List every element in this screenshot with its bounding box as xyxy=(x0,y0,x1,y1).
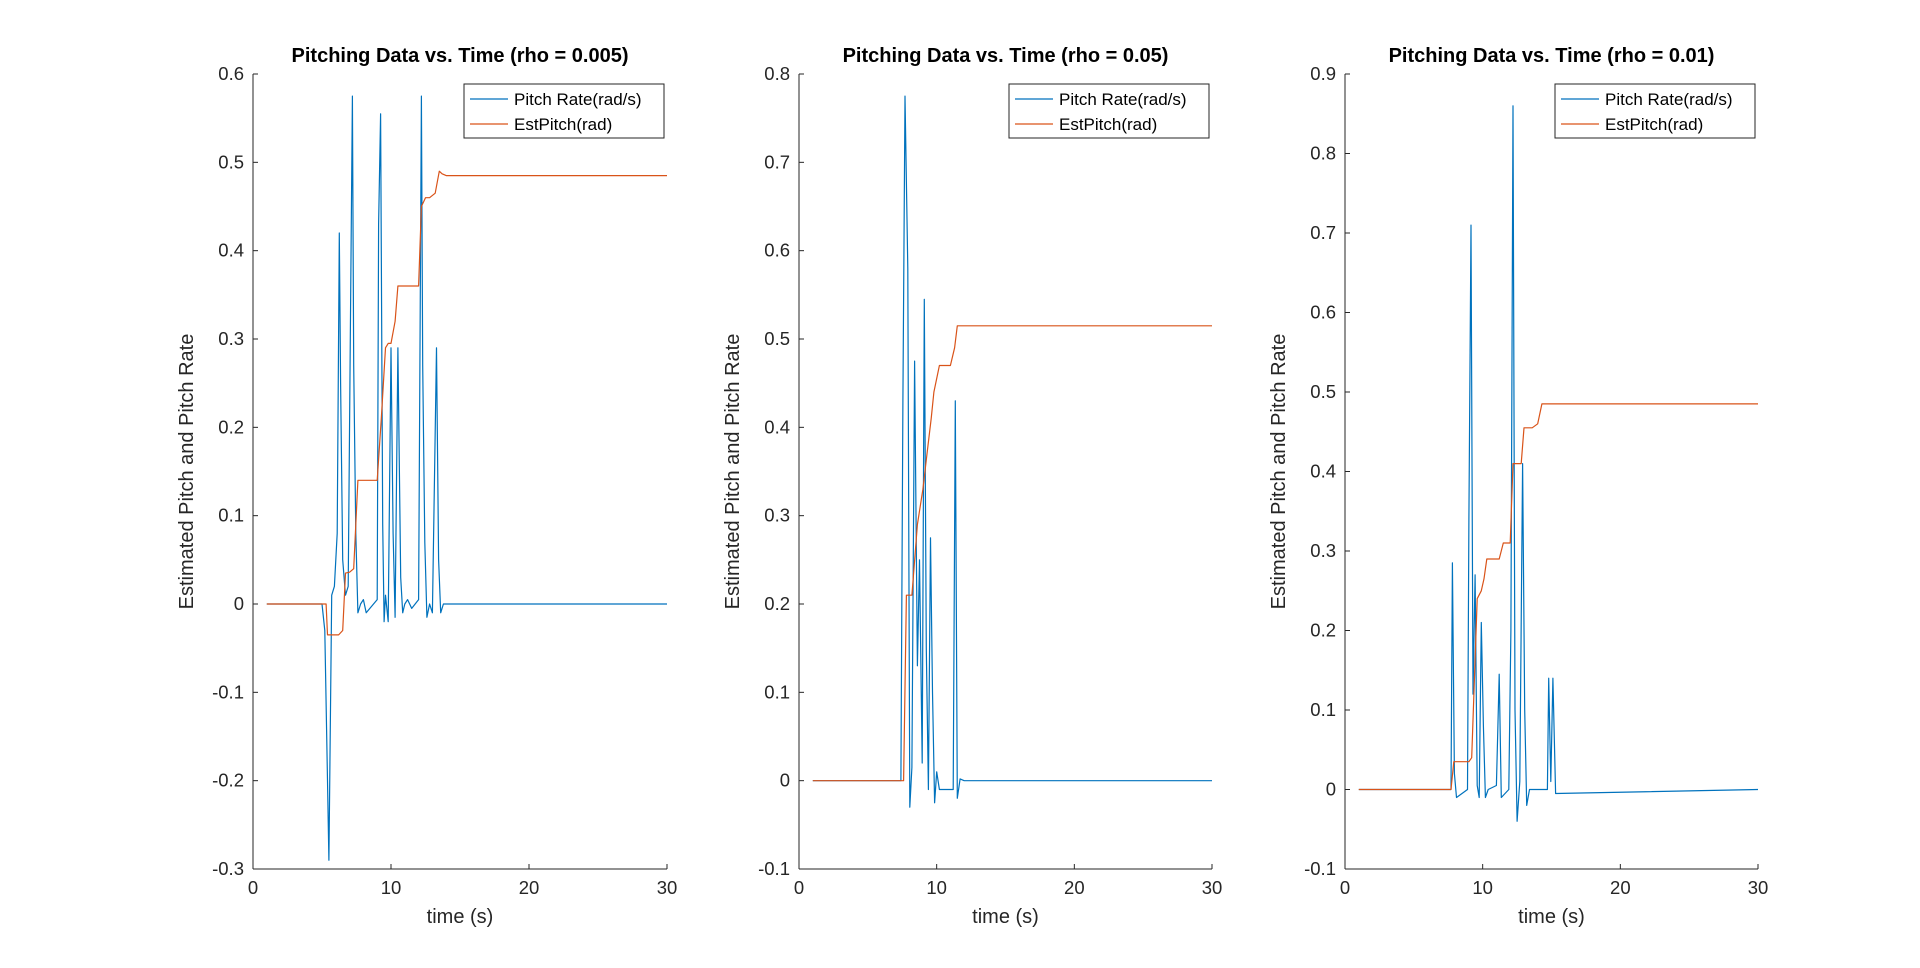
series-line-pitch-rate xyxy=(812,95,1212,808)
y-tick-label: 0 xyxy=(1326,779,1336,800)
y-tick-label: 0.8 xyxy=(764,63,790,84)
y-tick-label: 0.9 xyxy=(1310,63,1336,84)
legend-entry: EstPitch(rad) xyxy=(1605,115,1703,134)
y-tick-label: 0.5 xyxy=(1310,381,1336,402)
legend-entry: Pitch Rate(rad/s) xyxy=(1605,90,1733,109)
x-tick-label: 0 xyxy=(794,877,804,898)
y-tick-label: 0.4 xyxy=(1310,461,1336,482)
legend-entry: Pitch Rate(rad/s) xyxy=(514,90,642,109)
legend: Pitch Rate(rad/s) EstPitch(rad) xyxy=(1008,83,1210,139)
x-tick-label: 20 xyxy=(1610,877,1631,898)
y-tick-label: 0.2 xyxy=(764,593,790,614)
x-tick-label: 20 xyxy=(519,877,540,898)
x-axis-label: time (s) xyxy=(972,906,1039,928)
x-tick-label: 30 xyxy=(657,877,678,898)
y-tick-label: 0.7 xyxy=(764,151,790,172)
x-axis-label: time (s) xyxy=(427,906,494,928)
legend-box xyxy=(1008,83,1210,139)
x-tick-label: 0 xyxy=(1340,877,1350,898)
x-tick-label: 30 xyxy=(1748,877,1769,898)
x-tick-label: 10 xyxy=(1472,877,1493,898)
legend: Pitch Rate(rad/s) EstPitch(rad) xyxy=(1554,83,1756,139)
y-axis-label: Estimated Pitch and Pitch Rate xyxy=(1268,334,1290,610)
y-tick-label: 0.3 xyxy=(764,505,790,526)
y-tick-label: 0.2 xyxy=(218,416,244,437)
series-line-est-pitch xyxy=(812,325,1212,782)
chart-2: Pitching Data vs. Time (rho = 0.05)-0.10… xyxy=(722,45,1222,928)
y-tick-label: 0.6 xyxy=(218,63,244,84)
series-line-pitch-rate xyxy=(266,95,667,861)
y-tick-label: 0.7 xyxy=(1310,222,1336,243)
y-tick-label: 0.1 xyxy=(218,505,244,526)
x-tick-label: 30 xyxy=(1202,877,1223,898)
y-tick-label: 0.1 xyxy=(764,681,790,702)
legend-entry: EstPitch(rad) xyxy=(1059,115,1157,134)
x-axis-label: time (s) xyxy=(1518,906,1585,928)
series-line-pitch-rate xyxy=(1358,105,1759,822)
legend-entry: EstPitch(rad) xyxy=(514,115,612,134)
x-tick-label: 20 xyxy=(1064,877,1085,898)
y-tick-label: 0.4 xyxy=(218,240,244,261)
y-axis-label: Estimated Pitch and Pitch Rate xyxy=(722,334,744,610)
y-tick-label: 0.3 xyxy=(1310,540,1336,561)
legend-box xyxy=(1554,83,1756,139)
series-line-est-pitch xyxy=(1358,403,1758,791)
y-tick-label: 0.6 xyxy=(1310,302,1336,323)
x-tick-label: 10 xyxy=(381,877,402,898)
legend: Pitch Rate(rad/s) EstPitch(rad) xyxy=(463,83,665,139)
chart-title: Pitching Data vs. Time (rho = 0.05) xyxy=(843,45,1169,67)
chart-title: Pitching Data vs. Time (rho = 0.01) xyxy=(1389,45,1715,67)
y-tick-label: 0.8 xyxy=(1310,143,1336,164)
chart-3: Pitching Data vs. Time (rho = 0.01)-0.10… xyxy=(1268,45,1768,928)
y-tick-label: -0.3 xyxy=(212,858,244,879)
y-tick-label: 0 xyxy=(234,593,244,614)
y-axis-label: Estimated Pitch and Pitch Rate xyxy=(176,334,198,610)
y-tick-label: -0.2 xyxy=(212,770,244,791)
chart-title: Pitching Data vs. Time (rho = 0.005) xyxy=(292,45,629,67)
series-line-est-pitch xyxy=(266,170,667,636)
y-tick-label: 0.4 xyxy=(764,416,790,437)
y-tick-label: 0.6 xyxy=(764,240,790,261)
y-tick-label: -0.1 xyxy=(212,681,244,702)
y-tick-label: 0.2 xyxy=(1310,620,1336,641)
x-tick-label: 10 xyxy=(926,877,947,898)
y-tick-label: 0.5 xyxy=(218,151,244,172)
y-tick-label: 0.3 xyxy=(218,328,244,349)
y-tick-label: -0.1 xyxy=(1304,858,1336,879)
y-tick-label: 0.5 xyxy=(764,328,790,349)
y-tick-label: 0 xyxy=(780,770,790,791)
legend-entry: Pitch Rate(rad/s) xyxy=(1059,90,1187,109)
chart-1: Pitching Data vs. Time (rho = 0.005) -0.3… xyxy=(176,45,677,928)
y-tick-label: 0.1 xyxy=(1310,699,1336,720)
legend-box xyxy=(463,83,665,139)
y-tick-label: -0.1 xyxy=(758,858,790,879)
x-tick-label: 0 xyxy=(248,877,258,898)
